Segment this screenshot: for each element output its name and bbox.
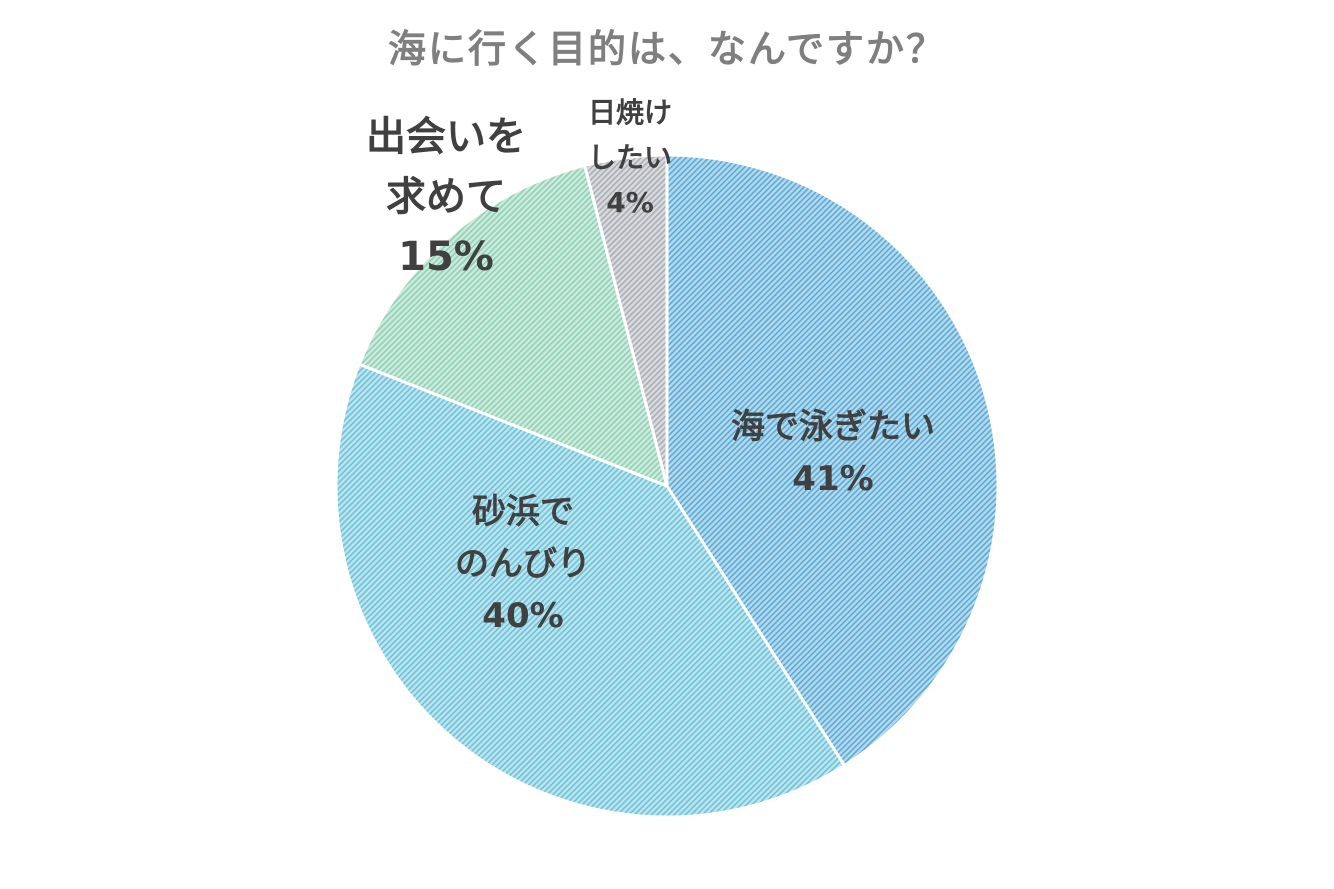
slice-category-label: 海で泳ぎたい	[731, 407, 935, 447]
slice-value-label: 15%	[398, 234, 494, 280]
slice-label: 海で泳ぎたい 41%	[731, 407, 935, 499]
slice-value-label: 4%	[606, 186, 654, 219]
slice-label: 出会いを求めて 15%	[366, 114, 526, 280]
slice-label: 砂浜でのんびり 40%	[455, 492, 591, 636]
slice-value-label: 40%	[482, 596, 563, 636]
slice-category-label: 出会いを	[366, 114, 526, 160]
slice-category-label: 砂浜で	[472, 492, 574, 532]
slice-label: 日焼けしたい 4%	[588, 96, 672, 219]
pie-slice	[665, 153, 1000, 768]
slice-category-label: したい	[588, 141, 672, 174]
pie-slice	[582, 153, 669, 487]
slice-value-label: 41%	[792, 459, 873, 499]
pie-slice	[357, 163, 670, 489]
slice-category-label: 日焼け	[588, 96, 672, 129]
slice-category-label: のんびり	[455, 544, 591, 584]
slice-category-label: 求めて	[386, 174, 506, 220]
pie-slice	[334, 362, 847, 819]
chart-title: 海に行く目的は、なんですか？	[387, 27, 947, 71]
